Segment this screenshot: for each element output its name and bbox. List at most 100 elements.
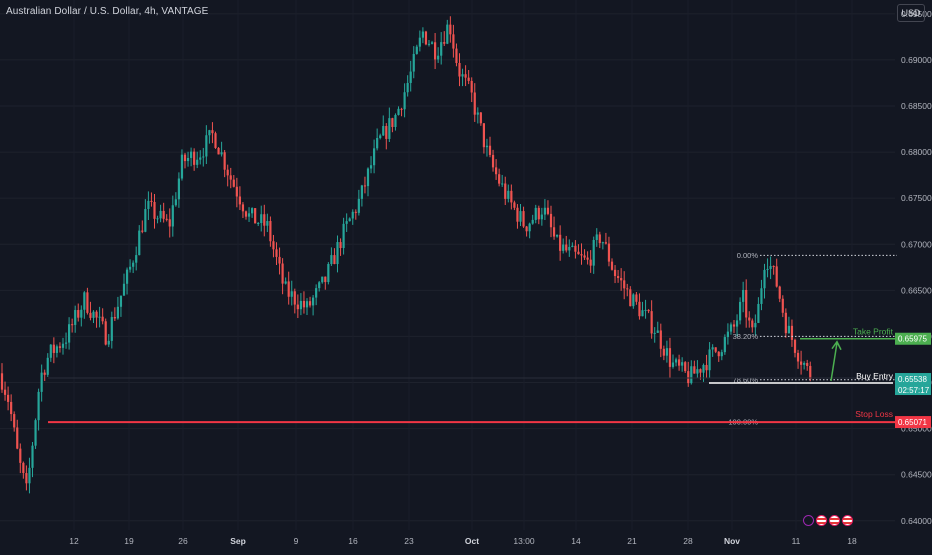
price-tick-label: 0.68500 — [901, 101, 932, 111]
candle-body — [400, 108, 403, 110]
candle-body — [80, 309, 83, 318]
candle-body — [613, 269, 617, 277]
candle-body — [586, 257, 589, 260]
candle-body — [693, 366, 696, 374]
candle-body — [211, 130, 214, 134]
candle-body — [168, 219, 171, 227]
candle-body — [132, 262, 135, 267]
candle-body — [52, 344, 55, 353]
candle-body — [369, 165, 373, 169]
candle-body — [629, 289, 632, 307]
candle-body — [662, 348, 665, 356]
candle-body — [443, 42, 446, 44]
candle-body — [534, 207, 537, 220]
candle-body — [473, 92, 476, 115]
candle-body — [580, 254, 583, 256]
candle-body — [119, 295, 123, 307]
candle-body — [784, 312, 787, 334]
candle-body — [427, 43, 431, 45]
candle-body — [772, 265, 775, 267]
candle-body — [504, 183, 507, 199]
candle-body — [110, 317, 113, 341]
candle-body — [95, 311, 98, 318]
countdown-badge — [895, 384, 931, 396]
candle-body — [31, 445, 34, 468]
candle-body — [723, 337, 726, 353]
fib-level-label: 0.00% — [737, 251, 759, 260]
candle-body — [16, 427, 19, 449]
candle-body — [366, 168, 370, 187]
price-tick-label: 0.64500 — [901, 470, 932, 480]
candle-body — [244, 211, 248, 217]
candle-body — [254, 208, 257, 224]
symbol-title: Australian Dollar / U.S. Dollar, 4h, VAN… — [6, 6, 209, 17]
candle-body — [144, 209, 147, 232]
candle-body — [247, 213, 251, 217]
candle-body — [193, 151, 196, 165]
candle-body — [89, 312, 92, 318]
candle-body — [125, 269, 129, 284]
candle-body — [397, 108, 400, 115]
us-flag-icon — [842, 515, 853, 526]
candle-body — [531, 219, 534, 224]
candle-body — [138, 230, 141, 256]
candle-body — [507, 190, 510, 199]
candle-body — [458, 62, 461, 77]
candle-body — [632, 294, 635, 307]
time-tick-label: 13:00 — [513, 536, 535, 546]
candle-body — [333, 255, 336, 265]
candle-body — [659, 330, 662, 349]
candle-body — [610, 261, 614, 270]
candle-body — [647, 309, 650, 312]
candle-body — [312, 297, 315, 306]
candle-body — [379, 135, 382, 139]
candle-body — [607, 243, 611, 262]
time-tick-label: 11 — [792, 536, 801, 546]
lightning-icon[interactable] — [803, 515, 814, 526]
price-axis: 0.69500 0.69000 0.68500 0.68000 0.67500 0.670… — [895, 9, 932, 526]
candle-body — [162, 210, 165, 219]
fib-level-label: 38.20% — [733, 332, 759, 341]
candle-body — [498, 174, 501, 184]
candle-body — [449, 24, 452, 35]
candle-body — [806, 363, 809, 366]
candle-body — [501, 183, 504, 185]
candle-body — [68, 324, 71, 343]
price-tick-label: 0.64000 — [901, 516, 932, 526]
time-tick-label: 12 — [69, 536, 79, 546]
candle-body — [491, 154, 495, 168]
price-tick-label: 0.67000 — [901, 239, 932, 249]
candle-body — [71, 324, 74, 326]
candle-body — [135, 255, 138, 263]
candle-body — [800, 361, 803, 365]
take-profit-price-text: 0.65975 — [898, 335, 927, 344]
candle-body — [577, 251, 580, 255]
candle-body — [513, 202, 516, 208]
candle-body — [650, 311, 653, 334]
currency-button[interactable]: USD — [897, 4, 925, 22]
candle-body — [373, 148, 376, 166]
candle-body — [754, 322, 757, 328]
candle-body — [0, 373, 4, 390]
candle-body — [214, 133, 217, 148]
candle-body — [305, 301, 309, 308]
candle-body — [760, 288, 763, 304]
candle-body — [257, 223, 260, 225]
candle-body — [165, 218, 168, 220]
candle-body — [766, 268, 769, 270]
candle-body — [757, 303, 760, 323]
candle-body — [543, 207, 546, 215]
candle-body — [25, 473, 28, 484]
candle-body — [418, 37, 421, 47]
candle-body — [302, 300, 306, 308]
candle-body — [421, 31, 424, 38]
target-arrow-head — [831, 340, 842, 351]
time-tick-label: 19 — [124, 536, 134, 546]
candle-body — [86, 292, 89, 313]
candle-body — [476, 112, 479, 115]
candle-body — [739, 301, 742, 321]
candle-body — [495, 167, 498, 175]
